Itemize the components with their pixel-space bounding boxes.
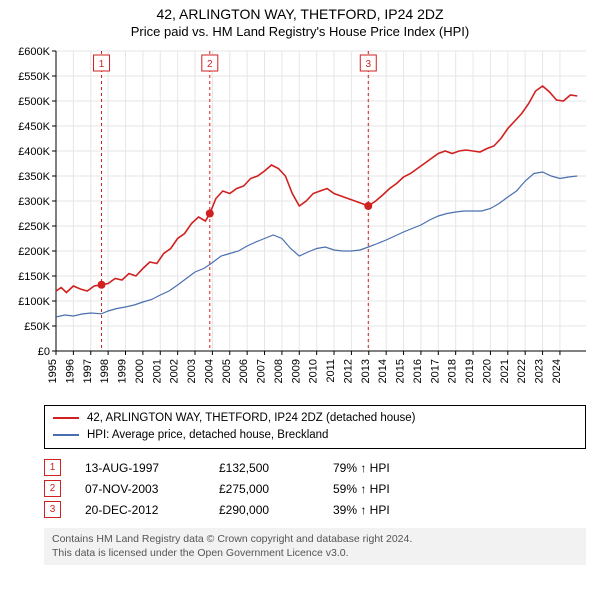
svg-text:2008: 2008 [273,359,285,383]
event-date-1: 13-AUG-1997 [85,461,195,475]
chart-legend: 42, ARLINGTON WAY, THETFORD, IP24 2DZ (d… [44,405,586,450]
svg-text:2023: 2023 [534,359,546,383]
event-date-2: 07-NOV-2003 [85,482,195,496]
svg-text:2010: 2010 [308,359,320,383]
svg-text:2021: 2021 [499,359,511,383]
svg-text:£400K: £400K [18,146,50,158]
svg-text:£250K: £250K [18,221,50,233]
svg-text:£150K: £150K [18,271,50,283]
svg-text:2003: 2003 [186,359,198,383]
event-marker-3: 3 [44,501,61,518]
svg-text:£200K: £200K [18,246,50,258]
event-marker-2: 2 [44,480,61,497]
svg-text:2018: 2018 [447,359,459,383]
svg-text:2009: 2009 [290,359,302,383]
svg-text:3: 3 [365,59,371,70]
svg-text:2020: 2020 [481,359,493,383]
svg-text:£100K: £100K [18,296,50,308]
legend-swatch-property [53,417,79,419]
event-delta-1: 79% ↑ HPI [333,461,390,475]
svg-text:2016: 2016 [412,359,424,383]
svg-text:2024: 2024 [551,359,563,383]
svg-text:2: 2 [207,59,213,70]
chart-container: 42, ARLINGTON WAY, THETFORD, IP24 2DZ Pr… [0,0,600,575]
svg-text:2012: 2012 [342,359,354,383]
license-line-1: Contains HM Land Registry data © Crown c… [52,533,578,547]
legend-row-property: 42, ARLINGTON WAY, THETFORD, IP24 2DZ (d… [53,410,577,427]
svg-text:£450K: £450K [18,121,50,133]
event-row-1: 1 13-AUG-1997 £132,500 79% ↑ HPI [44,457,586,478]
svg-text:£0: £0 [38,346,50,358]
legend-label-hpi: HPI: Average price, detached house, Brec… [87,427,328,444]
svg-text:£50K: £50K [24,321,50,333]
event-row-3: 3 20-DEC-2012 £290,000 39% ↑ HPI [44,499,586,520]
svg-text:2017: 2017 [429,359,441,383]
svg-text:1: 1 [99,59,105,70]
svg-text:£350K: £350K [18,171,50,183]
event-date-3: 20-DEC-2012 [85,503,195,517]
chart-title: 42, ARLINGTON WAY, THETFORD, IP24 2DZ [10,6,590,24]
legend-swatch-hpi [53,434,79,436]
event-delta-2: 59% ↑ HPI [333,482,390,496]
license-line-2: This data is licensed under the Open Gov… [52,547,578,561]
event-price-3: £290,000 [219,503,309,517]
svg-text:2000: 2000 [134,359,146,383]
svg-text:£500K: £500K [18,96,50,108]
svg-text:£300K: £300K [18,196,50,208]
svg-text:1995: 1995 [47,359,59,383]
license-notice: Contains HM Land Registry data © Crown c… [44,528,586,565]
svg-text:2002: 2002 [169,359,181,383]
svg-text:2015: 2015 [395,359,407,383]
event-delta-3: 39% ↑ HPI [333,503,390,517]
svg-text:2001: 2001 [151,359,163,383]
event-marker-1: 1 [44,459,61,476]
event-table: 1 13-AUG-1997 £132,500 79% ↑ HPI 2 07-NO… [44,457,586,520]
svg-text:2006: 2006 [238,359,250,383]
svg-text:1997: 1997 [82,359,94,383]
svg-text:2019: 2019 [464,359,476,383]
event-price-1: £132,500 [219,461,309,475]
event-row-2: 2 07-NOV-2003 £275,000 59% ↑ HPI [44,478,586,499]
svg-text:2014: 2014 [377,359,389,383]
svg-text:1996: 1996 [64,359,76,383]
price-chart: £0 £50K £100K £150K £200K £250K £300K £350K £400… [10,45,590,397]
event-price-2: £275,000 [219,482,309,496]
svg-text:1999: 1999 [117,359,129,383]
svg-text:2005: 2005 [221,359,233,383]
legend-label-property: 42, ARLINGTON WAY, THETFORD, IP24 2DZ (d… [87,410,416,427]
svg-text:2004: 2004 [203,359,215,383]
svg-text:2011: 2011 [325,359,337,383]
chart-subtitle: Price paid vs. HM Land Registry's House … [10,24,590,39]
legend-row-hpi: HPI: Average price, detached house, Brec… [53,427,577,444]
svg-text:£600K: £600K [18,46,50,58]
svg-text:2013: 2013 [360,359,372,383]
svg-text:2007: 2007 [256,359,268,383]
svg-text:2022: 2022 [516,359,528,383]
svg-text:1998: 1998 [99,359,111,383]
svg-text:£550K: £550K [18,71,50,83]
